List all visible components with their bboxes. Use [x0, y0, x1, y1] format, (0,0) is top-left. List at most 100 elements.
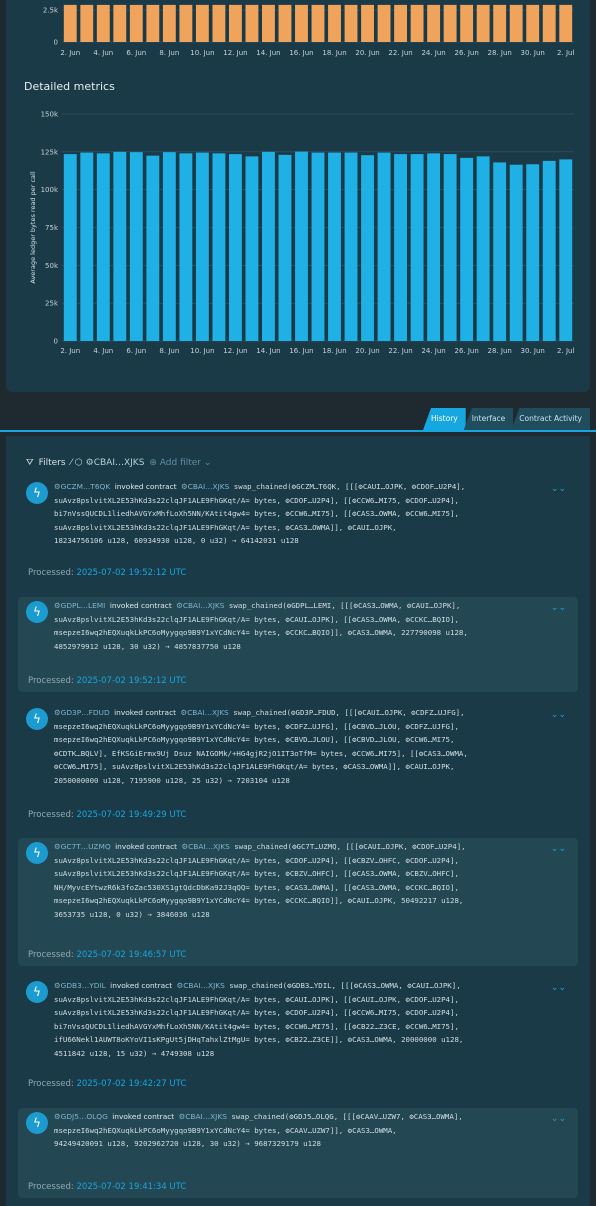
bar[interactable]	[96, 153, 110, 341]
bar[interactable]	[212, 153, 226, 341]
bar[interactable]	[63, 154, 77, 341]
bar[interactable]	[262, 151, 275, 341]
bar[interactable]	[410, 4, 424, 42]
history-entry[interactable]: ϟ ⚙GDJ5…OLQG invoked contract ⚙CBAI…XJKS…	[18, 1108, 578, 1198]
bar[interactable]	[212, 4, 226, 42]
bar[interactable]	[228, 154, 242, 341]
bar[interactable]	[129, 152, 143, 341]
filters-label[interactable]: Filters	[38, 458, 66, 468]
bar[interactable]	[113, 151, 127, 341]
bar[interactable]	[228, 4, 242, 42]
tab-interface[interactable]: Interface	[463, 408, 514, 430]
bar[interactable]	[295, 4, 308, 42]
bar[interactable]	[146, 4, 160, 42]
contract-link[interactable]: ⚙CBAI…XJKS	[178, 1112, 227, 1121]
bar[interactable]	[394, 4, 408, 42]
chevron-down-icon[interactable]: ⌄⌄	[550, 983, 566, 993]
account-link[interactable]: ⚙GC7T…UZMQ	[54, 842, 111, 851]
account-link[interactable]: ⚙GDPL…LEMI	[54, 601, 106, 610]
bar[interactable]	[262, 4, 275, 42]
bar[interactable]	[344, 152, 358, 341]
bar[interactable]	[245, 4, 259, 42]
bar[interactable]	[129, 4, 143, 42]
chevron-down-icon[interactable]: ⌄⌄	[550, 603, 566, 613]
bar[interactable]	[179, 153, 193, 341]
contract-link[interactable]: ⚙CBAI…XJKS	[181, 842, 230, 851]
account-link[interactable]: ⚙GD3P…FDUD	[54, 708, 110, 717]
bar[interactable]	[311, 4, 325, 42]
history-entry[interactable]: ϟ ⚙GDPL…LEMI invoked contract ⚙CBAI…XJKS…	[18, 597, 578, 692]
bar[interactable]	[476, 4, 490, 42]
contract-filter-chip[interactable]: ⁄ ⬡ ⚙CBAI…XJKS	[70, 458, 145, 468]
bar[interactable]	[295, 151, 308, 341]
bar[interactable]	[113, 4, 127, 42]
contract-link[interactable]: ⚙CBAI…XJKS	[176, 981, 225, 990]
chevron-down-icon[interactable]: ⌄⌄	[550, 710, 566, 720]
tab-history[interactable]: History	[423, 408, 466, 430]
history-entry[interactable]: ϟ ⚙GD3P…FDUD invoked contract ⚙CBAI…XJKS…	[18, 704, 578, 826]
processed-time[interactable]: 2025-07-02 19:52:12 UTC	[76, 676, 187, 686]
chevron-down-icon[interactable]: ⌄⌄	[550, 484, 566, 494]
processed-time[interactable]: 2025-07-02 19:49:29 UTC	[76, 810, 187, 820]
bar[interactable]	[377, 4, 391, 42]
account-link[interactable]: ⚙GDJ5…OLQG	[54, 1112, 108, 1121]
chevron-down-icon[interactable]: ⌄⌄	[550, 1114, 566, 1124]
bar[interactable]	[509, 164, 523, 341]
bar[interactable]	[559, 159, 573, 341]
contract-link[interactable]: ⚙CBAI…XJKS	[176, 601, 225, 610]
bar[interactable]	[96, 4, 110, 42]
bar[interactable]	[63, 4, 77, 42]
history-entry[interactable]: ϟ ⚙GCZM…T6QK invoked contract ⚙CBAI…XJKS…	[18, 478, 578, 584]
bar[interactable]	[311, 152, 325, 341]
bar[interactable]	[361, 4, 374, 42]
bar[interactable]	[278, 4, 292, 42]
add-filter-button[interactable]: ⊕ Add filter ⌄	[149, 458, 212, 468]
bar[interactable]	[542, 4, 556, 42]
bar[interactable]	[427, 4, 441, 42]
bar[interactable]	[443, 154, 457, 341]
bar[interactable]	[476, 156, 490, 341]
filter-icon[interactable]: ⛛	[26, 458, 34, 468]
bar[interactable]	[146, 155, 160, 341]
bar[interactable]	[526, 164, 540, 341]
processed-time[interactable]: 2025-07-02 19:46:57 UTC	[76, 950, 187, 960]
bar[interactable]	[278, 154, 292, 341]
bar[interactable]	[443, 4, 457, 42]
bar[interactable]	[195, 152, 209, 341]
history-entry[interactable]: ϟ ⚙GDB3…YDIL invoked contract ⚙CBAI…XJKS…	[18, 977, 578, 1095]
chevron-down-icon[interactable]: ⌄⌄	[550, 844, 566, 854]
bar[interactable]	[526, 4, 540, 42]
processed-time[interactable]: 2025-07-02 19:52:12 UTC	[76, 568, 187, 578]
bar[interactable]	[377, 152, 391, 341]
processed-time[interactable]: 2025-07-02 19:42:27 UTC	[76, 1079, 187, 1089]
bar[interactable]	[328, 152, 341, 341]
processed-time[interactable]: 2025-07-02 19:41:34 UTC	[76, 1182, 187, 1192]
bar[interactable]	[361, 155, 374, 341]
call-line: suAvz8pslvitXL2E53hKd3s22clqJF1ALE9FhGKq…	[54, 1008, 459, 1017]
contract-link[interactable]: ⚙CBAI…XJKS	[181, 482, 230, 491]
bar[interactable]	[80, 4, 94, 42]
bar[interactable]	[542, 160, 556, 341]
contract-link[interactable]: ⚙CBAI…XJKS	[180, 708, 229, 717]
bar[interactable]	[427, 153, 441, 341]
bar[interactable]	[460, 157, 474, 341]
bar[interactable]	[509, 4, 523, 42]
account-link[interactable]: ⚙GCZM…T6QK	[54, 482, 111, 491]
bar[interactable]	[328, 4, 341, 42]
bar[interactable]	[162, 4, 176, 42]
account-link[interactable]: ⚙GDB3…YDIL	[54, 981, 106, 990]
bar[interactable]	[410, 154, 424, 341]
bar[interactable]	[493, 162, 507, 341]
bar[interactable]	[559, 4, 573, 42]
bar[interactable]	[460, 4, 474, 42]
bar[interactable]	[394, 154, 408, 341]
bar[interactable]	[195, 4, 209, 42]
bar[interactable]	[245, 156, 259, 341]
bar[interactable]	[179, 4, 193, 42]
bar[interactable]	[162, 152, 176, 341]
bar[interactable]	[493, 4, 507, 42]
bar[interactable]	[344, 4, 358, 42]
tab-contract-activity[interactable]: Contract Activity	[511, 408, 590, 430]
history-entry[interactable]: ϟ ⚙GC7T…UZMQ invoked contract ⚙CBAI…XJKS…	[18, 838, 578, 966]
bar[interactable]	[80, 152, 94, 341]
